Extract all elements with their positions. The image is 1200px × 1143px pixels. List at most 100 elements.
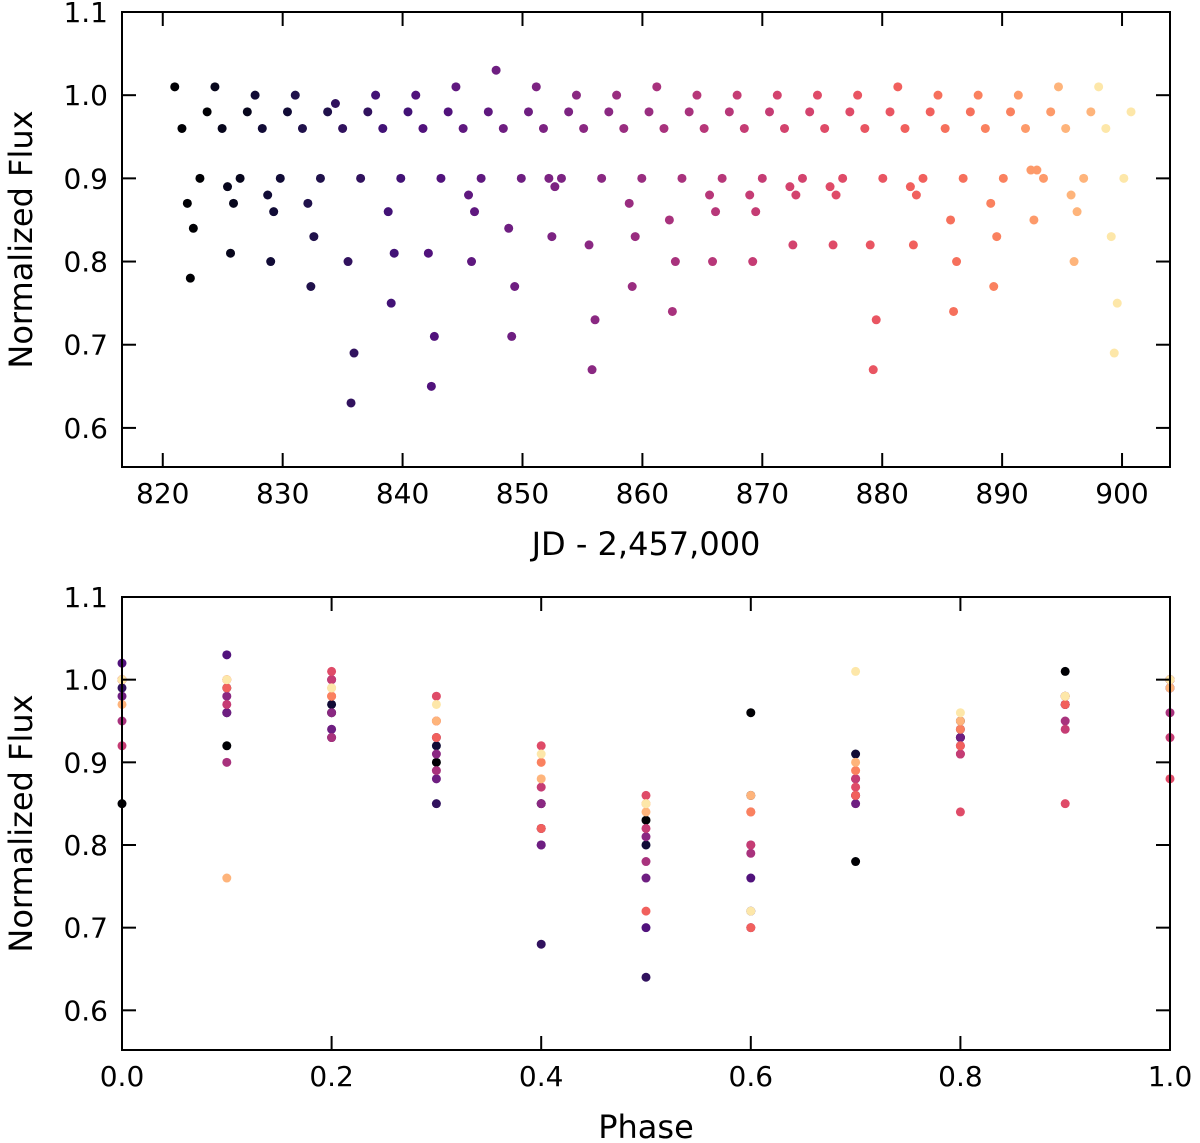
data-point xyxy=(641,857,651,867)
data-point xyxy=(464,190,474,200)
data-point xyxy=(338,123,348,133)
x-tick-label: 880 xyxy=(855,477,908,510)
data-point xyxy=(965,107,975,117)
data-point xyxy=(659,123,669,133)
y-tick-label: 0.8 xyxy=(63,829,108,862)
data-point xyxy=(748,257,758,267)
x-tick-label: 820 xyxy=(136,477,189,510)
data-point xyxy=(222,741,232,751)
data-point xyxy=(531,82,541,92)
data-point xyxy=(431,716,441,726)
data-point xyxy=(1046,107,1056,117)
data-point xyxy=(1060,691,1070,701)
data-point xyxy=(699,123,709,133)
x-axis-label: Phase xyxy=(598,1108,694,1143)
data-point xyxy=(851,666,861,676)
data-point xyxy=(1021,123,1031,133)
data-point xyxy=(590,315,600,325)
data-point xyxy=(431,799,441,809)
data-point xyxy=(327,708,337,718)
data-point xyxy=(584,240,594,250)
data-point xyxy=(828,240,838,250)
data-point xyxy=(619,123,629,133)
data-point xyxy=(641,807,651,817)
data-point xyxy=(746,840,756,850)
data-point xyxy=(1066,190,1076,200)
data-point xyxy=(282,107,292,117)
data-point xyxy=(327,675,337,685)
data-point xyxy=(746,790,756,800)
data-point xyxy=(918,173,928,183)
data-point xyxy=(327,683,337,693)
data-point xyxy=(851,857,861,867)
y-tick-label: 0.6 xyxy=(63,412,108,445)
data-point xyxy=(893,82,903,92)
x-tick-label: 1.0 xyxy=(1148,1060,1193,1093)
data-point xyxy=(303,198,313,208)
data-point xyxy=(217,123,227,133)
data-point xyxy=(242,107,252,117)
y-tick-label: 0.7 xyxy=(63,912,108,945)
data-point xyxy=(908,240,918,250)
data-point xyxy=(275,173,285,183)
data-point xyxy=(955,733,965,743)
data-point xyxy=(1060,716,1070,726)
data-point xyxy=(330,98,340,108)
data-point xyxy=(812,90,822,100)
data-point xyxy=(885,107,895,117)
data-point xyxy=(851,790,861,800)
data-point xyxy=(958,173,968,183)
data-point xyxy=(222,683,232,693)
data-point xyxy=(955,807,965,817)
data-point xyxy=(641,972,651,982)
data-point xyxy=(182,198,192,208)
data-point xyxy=(516,173,526,183)
y-tick-label: 0.7 xyxy=(63,329,108,362)
data-point xyxy=(757,173,767,183)
data-point xyxy=(269,207,279,217)
x-tick-label: 0.4 xyxy=(519,1060,564,1093)
data-point xyxy=(536,749,546,759)
data-point xyxy=(431,741,441,751)
data-point xyxy=(426,381,436,391)
data-point xyxy=(708,257,718,267)
data-point xyxy=(989,281,999,291)
data-point xyxy=(604,107,614,117)
data-point xyxy=(222,691,232,701)
y-tick-label: 1.0 xyxy=(63,79,108,112)
data-point xyxy=(431,766,441,776)
data-point xyxy=(323,107,333,117)
data-point xyxy=(536,741,546,751)
data-point xyxy=(739,123,749,133)
data-point xyxy=(644,107,654,117)
data-point xyxy=(925,107,935,117)
data-point xyxy=(536,823,546,833)
data-point xyxy=(423,248,433,258)
y-tick-label: 0.9 xyxy=(63,162,108,195)
data-point xyxy=(263,190,273,200)
data-point xyxy=(556,173,566,183)
data-point xyxy=(851,799,861,809)
x-tick-label: 830 xyxy=(256,477,309,510)
data-point xyxy=(185,273,195,283)
data-point xyxy=(785,182,795,192)
data-point xyxy=(905,182,915,192)
data-point xyxy=(641,832,651,842)
data-point xyxy=(745,190,755,200)
data-point xyxy=(579,123,589,133)
data-point xyxy=(860,123,870,133)
data-point xyxy=(1079,173,1089,183)
data-point xyxy=(504,223,514,233)
data-point xyxy=(458,123,468,133)
data-point xyxy=(411,90,421,100)
data-point xyxy=(711,207,721,217)
data-point xyxy=(1109,348,1119,358)
data-point xyxy=(431,757,441,767)
data-point xyxy=(1006,107,1016,117)
data-point xyxy=(431,774,441,784)
data-point xyxy=(363,107,373,117)
data-point xyxy=(641,840,651,850)
data-point xyxy=(670,257,680,267)
data-point xyxy=(536,782,546,792)
